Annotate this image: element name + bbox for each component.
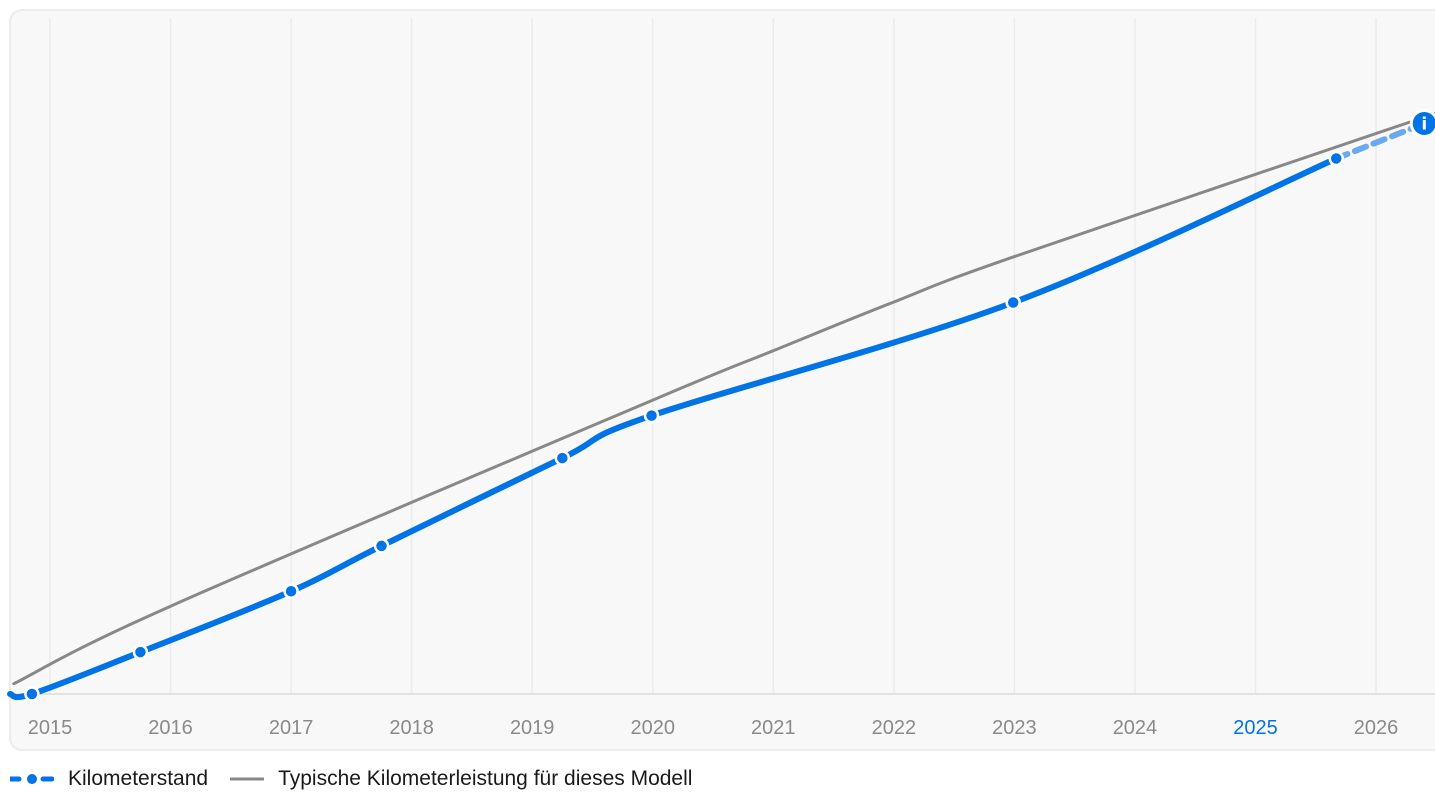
x-tick-label-2020: 2020	[631, 717, 676, 739]
data-point-kilometerstand-0	[24, 686, 40, 702]
data-point-kilometerstand-2	[283, 583, 299, 600]
legend: Kilometerstand Typische Kilometerleistun…	[10, 766, 714, 792]
legend-item-typical-mileage[interactable]: Typische Kilometerleistung für dieses Mo…	[230, 767, 692, 791]
line-icon	[230, 777, 265, 781]
dashed-dot-line-icon	[10, 774, 54, 784]
x-tick-label-2021: 2021	[751, 717, 796, 739]
series-line-kilometerstand-projection	[1333, 120, 1428, 162]
series-line-typical-mileage	[12, 111, 1435, 686]
legend-label-kilometerstand: Kilometerstand	[68, 767, 209, 790]
x-tick-label-2025: 2025	[1233, 717, 1278, 739]
data-point-kilometerstand-6	[1005, 294, 1021, 311]
x-tick-label-2023: 2023	[992, 717, 1037, 739]
data-point-kilometerstand-7	[1328, 150, 1345, 167]
series-layer: i	[7, 108, 1435, 702]
x-tick-label-2026: 2026	[1354, 717, 1399, 739]
info-icon	[1409, 108, 1435, 138]
data-point-kilometerstand-5	[643, 407, 660, 424]
data-point-kilometerstand-4	[554, 450, 571, 466]
x-tick-label-2022: 2022	[872, 717, 917, 739]
x-tick-label-2015: 2015	[28, 717, 73, 739]
x-axis-ticks: 2015 2016 2017 2018 2019 2020 2021 2022 2023 2024…	[28, 717, 1399, 739]
grid	[49, 18, 1377, 694]
data-point-kilometerstand-1	[132, 644, 149, 660]
x-tick-label-2017: 2017	[269, 717, 314, 739]
x-tick-label-2018: 2018	[389, 717, 434, 739]
chart-svg: i 2015 2016 2017 2018 2019 2020 2021 2022 2023 20…	[7, 9, 1435, 751]
info-icon-glyph: i	[1421, 114, 1427, 134]
x-tick-label-2016: 2016	[148, 717, 193, 739]
legend-label-typical-mileage: Typische Kilometerleistung für dieses Mo…	[278, 767, 693, 790]
x-tick-label-2024: 2024	[1113, 717, 1158, 739]
data-point-kilometerstand-3	[373, 538, 390, 554]
plot-background	[9, 9, 1435, 751]
legend-item-kilometerstand[interactable]: Kilometerstand	[10, 767, 208, 791]
x-tick-label-2019: 2019	[510, 717, 555, 739]
